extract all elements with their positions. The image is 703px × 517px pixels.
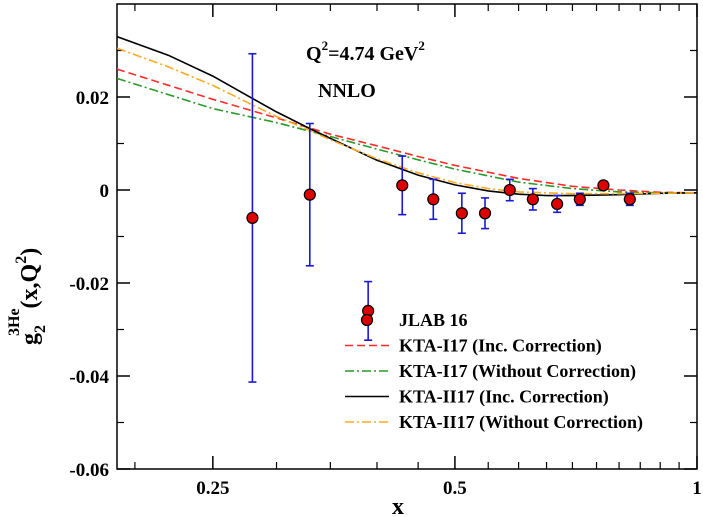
y-tick-label: 0 [100,181,110,202]
data-point [246,211,259,224]
series-line-3 [117,35,697,197]
data-point [303,188,316,201]
annotation-q2: Q2=4.74 GeV2 [306,38,425,65]
x-axis-title: x [392,494,404,517]
data-points [246,52,636,383]
data-point [478,207,492,220]
legend-label-4: KTA-II17 (Without Correction) [399,412,643,433]
data-point [551,197,564,211]
x-tick-label: 0.25 [196,478,229,499]
data-point [573,193,586,206]
series-line-4 [117,47,697,195]
series-lines [117,35,697,197]
y-tick-label: 0.02 [76,88,109,109]
y-axis-title: g23He(x,Q2) [6,248,49,345]
legend: JLAB 16 KTA-I17 (Inc. Correction) KTA-I17 … [345,310,643,433]
data-point [455,207,468,220]
axis-ticks: -0.06 -0.04 -0.02 0 0.02 0.25 0.5 1 [69,4,702,499]
data-point [427,193,440,206]
y-tick-label: -0.06 [69,460,109,481]
legend-label-2: KTA-I17 (Without Correction) [399,361,636,382]
data-point [597,179,610,192]
x-tick-label: 1 [692,478,702,499]
data-point [526,193,539,206]
legend-label-3: KTA-II17 (Inc. Correction) [399,387,609,408]
annotation-order: NNLO [318,80,376,102]
y-tick-label: -0.02 [69,274,109,295]
y-tick-label: -0.04 [69,367,109,388]
data-point [503,183,516,197]
data-point [623,193,636,206]
series-line-1 [117,68,697,194]
legend-label-0: JLAB 16 [399,310,468,330]
x-tick-label: 0.5 [443,478,467,499]
data-point [396,179,409,192]
legend-label-1: KTA-I17 (Inc. Correction) [399,336,602,357]
legend-marker-jlab [360,313,374,327]
series-line-2 [117,77,697,194]
